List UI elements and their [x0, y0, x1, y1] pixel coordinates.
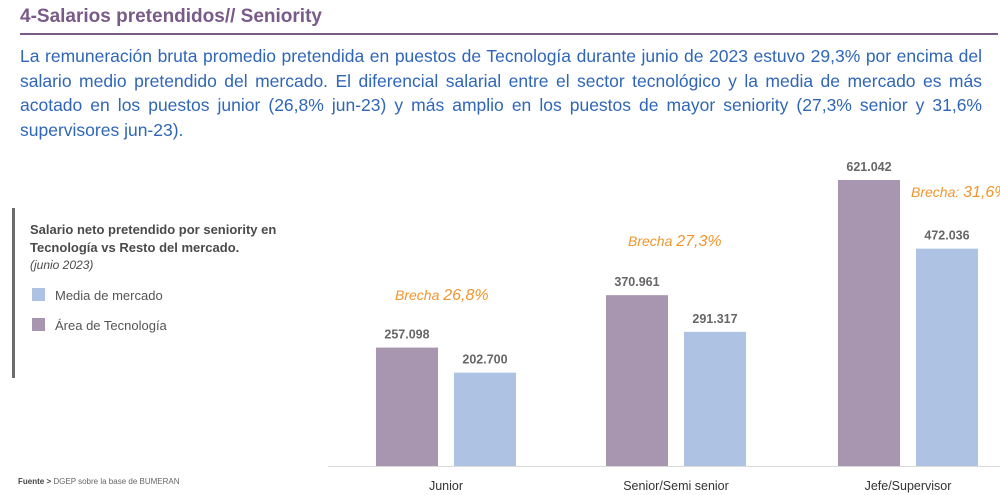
- gap-prefix-0: Brecha: [395, 287, 443, 303]
- bar-market-1: [684, 331, 746, 466]
- x-tick-label-1: Senior/Semi senior: [623, 479, 729, 493]
- gap-annotation-2: Brecha: 31,6%: [911, 184, 1000, 201]
- source-label: Fuente >: [18, 477, 52, 486]
- data-label-market-1: 291.317: [692, 312, 737, 326]
- data-label-tech-0: 257.098: [384, 328, 429, 342]
- data-label-market-0: 202.700: [462, 353, 507, 367]
- legend-label-market: Media de mercado: [55, 288, 163, 303]
- legend-item-tech: Área de Tecnología: [32, 318, 167, 333]
- legend-item-market: Media de mercado: [32, 288, 163, 303]
- lead-paragraph: La remuneración bruta promedio pretendid…: [20, 46, 982, 140]
- gap-prefix-1: Brecha: [628, 233, 676, 249]
- bar-market-0: [454, 372, 516, 466]
- gap-annotation-0: Brecha 26,8%: [395, 287, 489, 304]
- header-divider: [20, 33, 998, 35]
- bar-tech-0: [376, 347, 438, 466]
- legend-title: Salario neto pretendido por seniority en…: [30, 222, 277, 255]
- gap-prefix-2: Brecha:: [911, 184, 963, 200]
- page-title: 4-Salarios pretendidos// Seniority: [20, 6, 322, 27]
- x-tick-label-0: Junior: [429, 479, 463, 493]
- legend-subtitle: (junio 2023): [30, 258, 94, 272]
- source-footer: Fuente > DGEP sobre la base de BUMERAN: [18, 477, 180, 486]
- bar-market-2: [916, 248, 978, 466]
- data-label-tech-1: 370.961: [614, 275, 659, 289]
- gap-value-2: 31,6%: [963, 184, 1000, 201]
- legend-accent-bar: [12, 208, 15, 378]
- bar-tech-1: [606, 295, 668, 466]
- gap-value-0: 26,8%: [442, 287, 488, 304]
- legend-swatch-tech: [32, 318, 45, 331]
- bar-tech-2: [838, 180, 900, 466]
- data-label-market-2: 472.036: [924, 229, 969, 243]
- gap-annotation-1: Brecha 27,3%: [628, 233, 722, 250]
- source-text: DGEP sobre la base de BUMERAN: [53, 477, 180, 486]
- x-tick-label-2: Jefe/Supervisor: [865, 479, 952, 493]
- legend-swatch-market: [32, 288, 45, 301]
- gap-value-1: 27,3%: [675, 233, 721, 250]
- data-label-tech-2: 621.042: [846, 160, 891, 174]
- legend-label-tech: Área de Tecnología: [55, 318, 167, 333]
